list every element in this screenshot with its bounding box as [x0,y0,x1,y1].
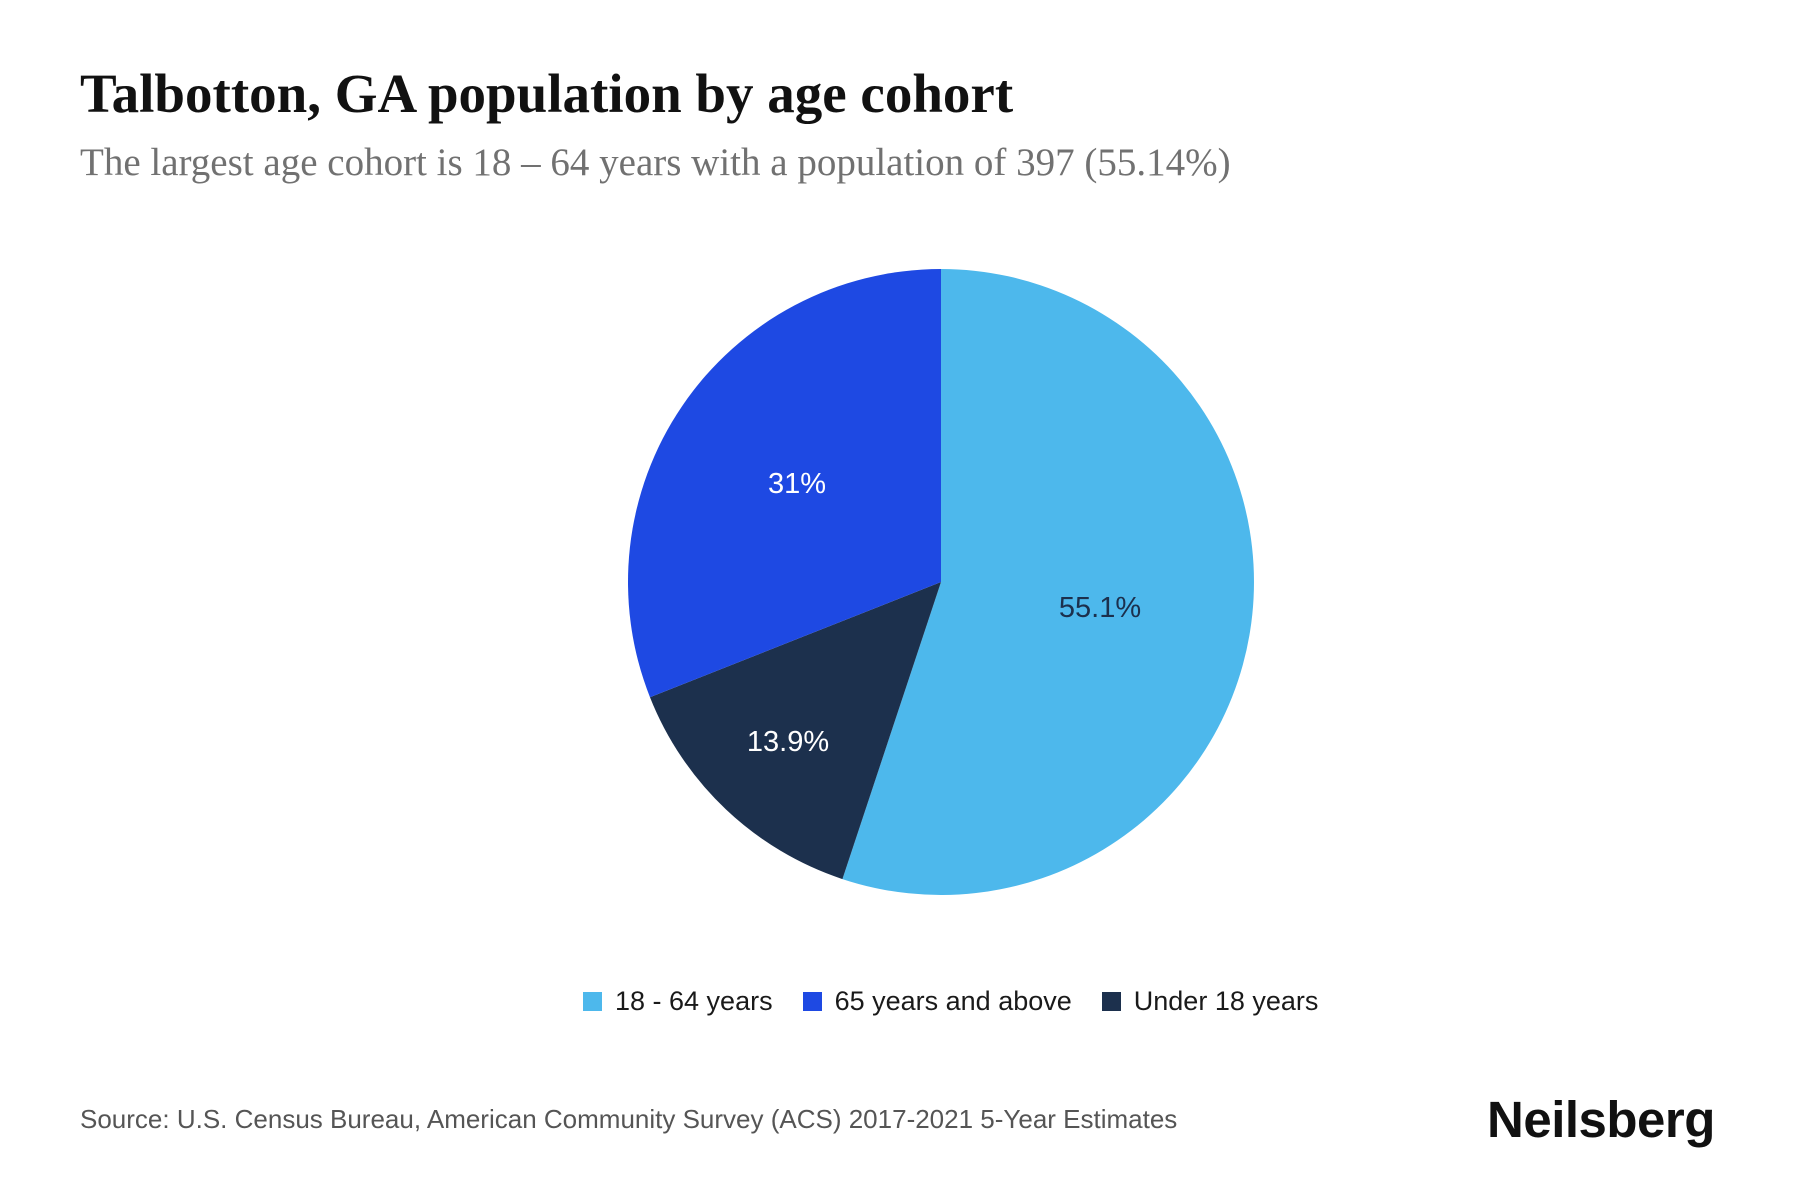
svg-text:55.1%: 55.1% [1059,592,1141,624]
svg-text:13.9%: 13.9% [747,726,829,758]
svg-text:31%: 31% [768,468,826,500]
